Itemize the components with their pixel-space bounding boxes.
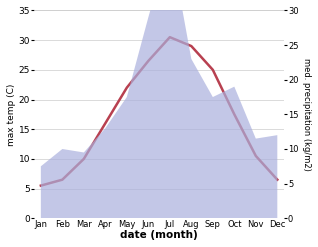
Y-axis label: med. precipitation (kg/m2): med. precipitation (kg/m2) [302, 58, 311, 171]
X-axis label: date (month): date (month) [120, 230, 198, 240]
Y-axis label: max temp (C): max temp (C) [7, 83, 16, 145]
